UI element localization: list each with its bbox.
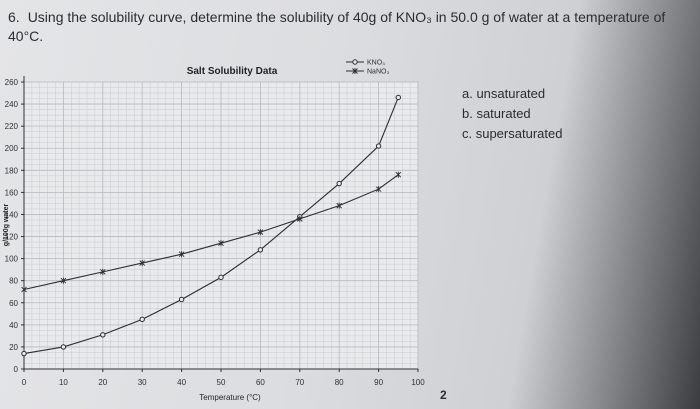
x-tick-label: 40 xyxy=(177,378,186,387)
legend-marker-2 xyxy=(352,68,358,74)
x-tick-label: 100 xyxy=(411,378,425,387)
series-1-point xyxy=(100,332,106,338)
x-tick-label: 30 xyxy=(138,378,147,387)
answer-options: a. unsaturated b. saturated c. supersatu… xyxy=(462,84,562,144)
question-text: 6. Using the solubility curve, determine … xyxy=(8,8,680,46)
page-mark: 2 xyxy=(440,388,447,402)
y-tick-label: 60 xyxy=(9,299,18,308)
series-1-point xyxy=(139,316,145,323)
series-1-point xyxy=(218,274,224,281)
solubility-chart: 0 20 40 60 80 100 120 140 160 180 200 220 240 260 0 10 2… xyxy=(3,59,425,402)
series-2-point xyxy=(99,268,106,275)
series-1-point xyxy=(21,350,27,357)
option-c: c. supersaturated xyxy=(462,126,563,141)
series-1-point xyxy=(257,247,264,253)
y-tick-label: 80 xyxy=(9,277,18,286)
series-2-point xyxy=(257,229,264,236)
series-2-point xyxy=(178,251,185,258)
series-1-point xyxy=(336,180,342,187)
question-body: Using the solubility curve, determine th… xyxy=(8,9,666,44)
y-tick-label: 200 xyxy=(5,144,19,153)
y-axis-label: g/100g water xyxy=(3,204,10,247)
y-tick-label: 180 xyxy=(5,166,19,175)
legend-marker-1 xyxy=(352,59,358,65)
series-1-point xyxy=(395,94,401,101)
y-tick-label: 240 xyxy=(5,100,19,109)
series-2-point xyxy=(296,215,303,222)
x-tick-label: 90 xyxy=(374,378,383,387)
x-tick-label: 50 xyxy=(217,378,226,387)
option-a: a. unsaturated xyxy=(462,86,546,101)
y-tick-label: 140 xyxy=(5,210,19,219)
x-tick-label: 10 xyxy=(59,378,68,387)
series-2-point xyxy=(139,260,146,267)
series-2-point xyxy=(375,186,382,193)
question-number: 6. xyxy=(8,9,20,25)
y-tick-label: 220 xyxy=(5,122,19,131)
series-2-point xyxy=(395,171,402,178)
series-2-point xyxy=(218,240,224,247)
series-2-point xyxy=(21,286,27,293)
series-1-point xyxy=(375,143,382,149)
x-tick-label: 70 xyxy=(295,378,304,387)
series-1-point xyxy=(178,296,185,303)
y-tick-label: 20 xyxy=(9,343,18,352)
y-tick-label: 100 xyxy=(5,255,19,264)
x-tick-label: 80 xyxy=(335,378,344,387)
series-1-point xyxy=(60,344,67,350)
chart-title: Salt Solubility Data xyxy=(187,66,278,77)
legend-label-2: NaNO₃ xyxy=(367,69,389,76)
x-tick-label: 20 xyxy=(98,378,107,387)
y-tick-label: 260 xyxy=(5,78,19,87)
legend-label-1: KNO₃ xyxy=(367,60,385,67)
x-tick-label: 0 xyxy=(22,378,27,387)
y-tick-label: 40 xyxy=(9,321,18,330)
x-tick-label: 60 xyxy=(256,378,265,387)
series-2-point xyxy=(60,277,67,284)
series-2-point xyxy=(336,202,343,209)
option-b: b. saturated xyxy=(462,106,531,121)
y-tick-label: 160 xyxy=(5,188,19,197)
y-tick-label: 0 xyxy=(14,365,19,374)
x-axis-label: Temperature (°C) xyxy=(199,393,261,402)
y-tick-label: 120 xyxy=(5,233,19,242)
